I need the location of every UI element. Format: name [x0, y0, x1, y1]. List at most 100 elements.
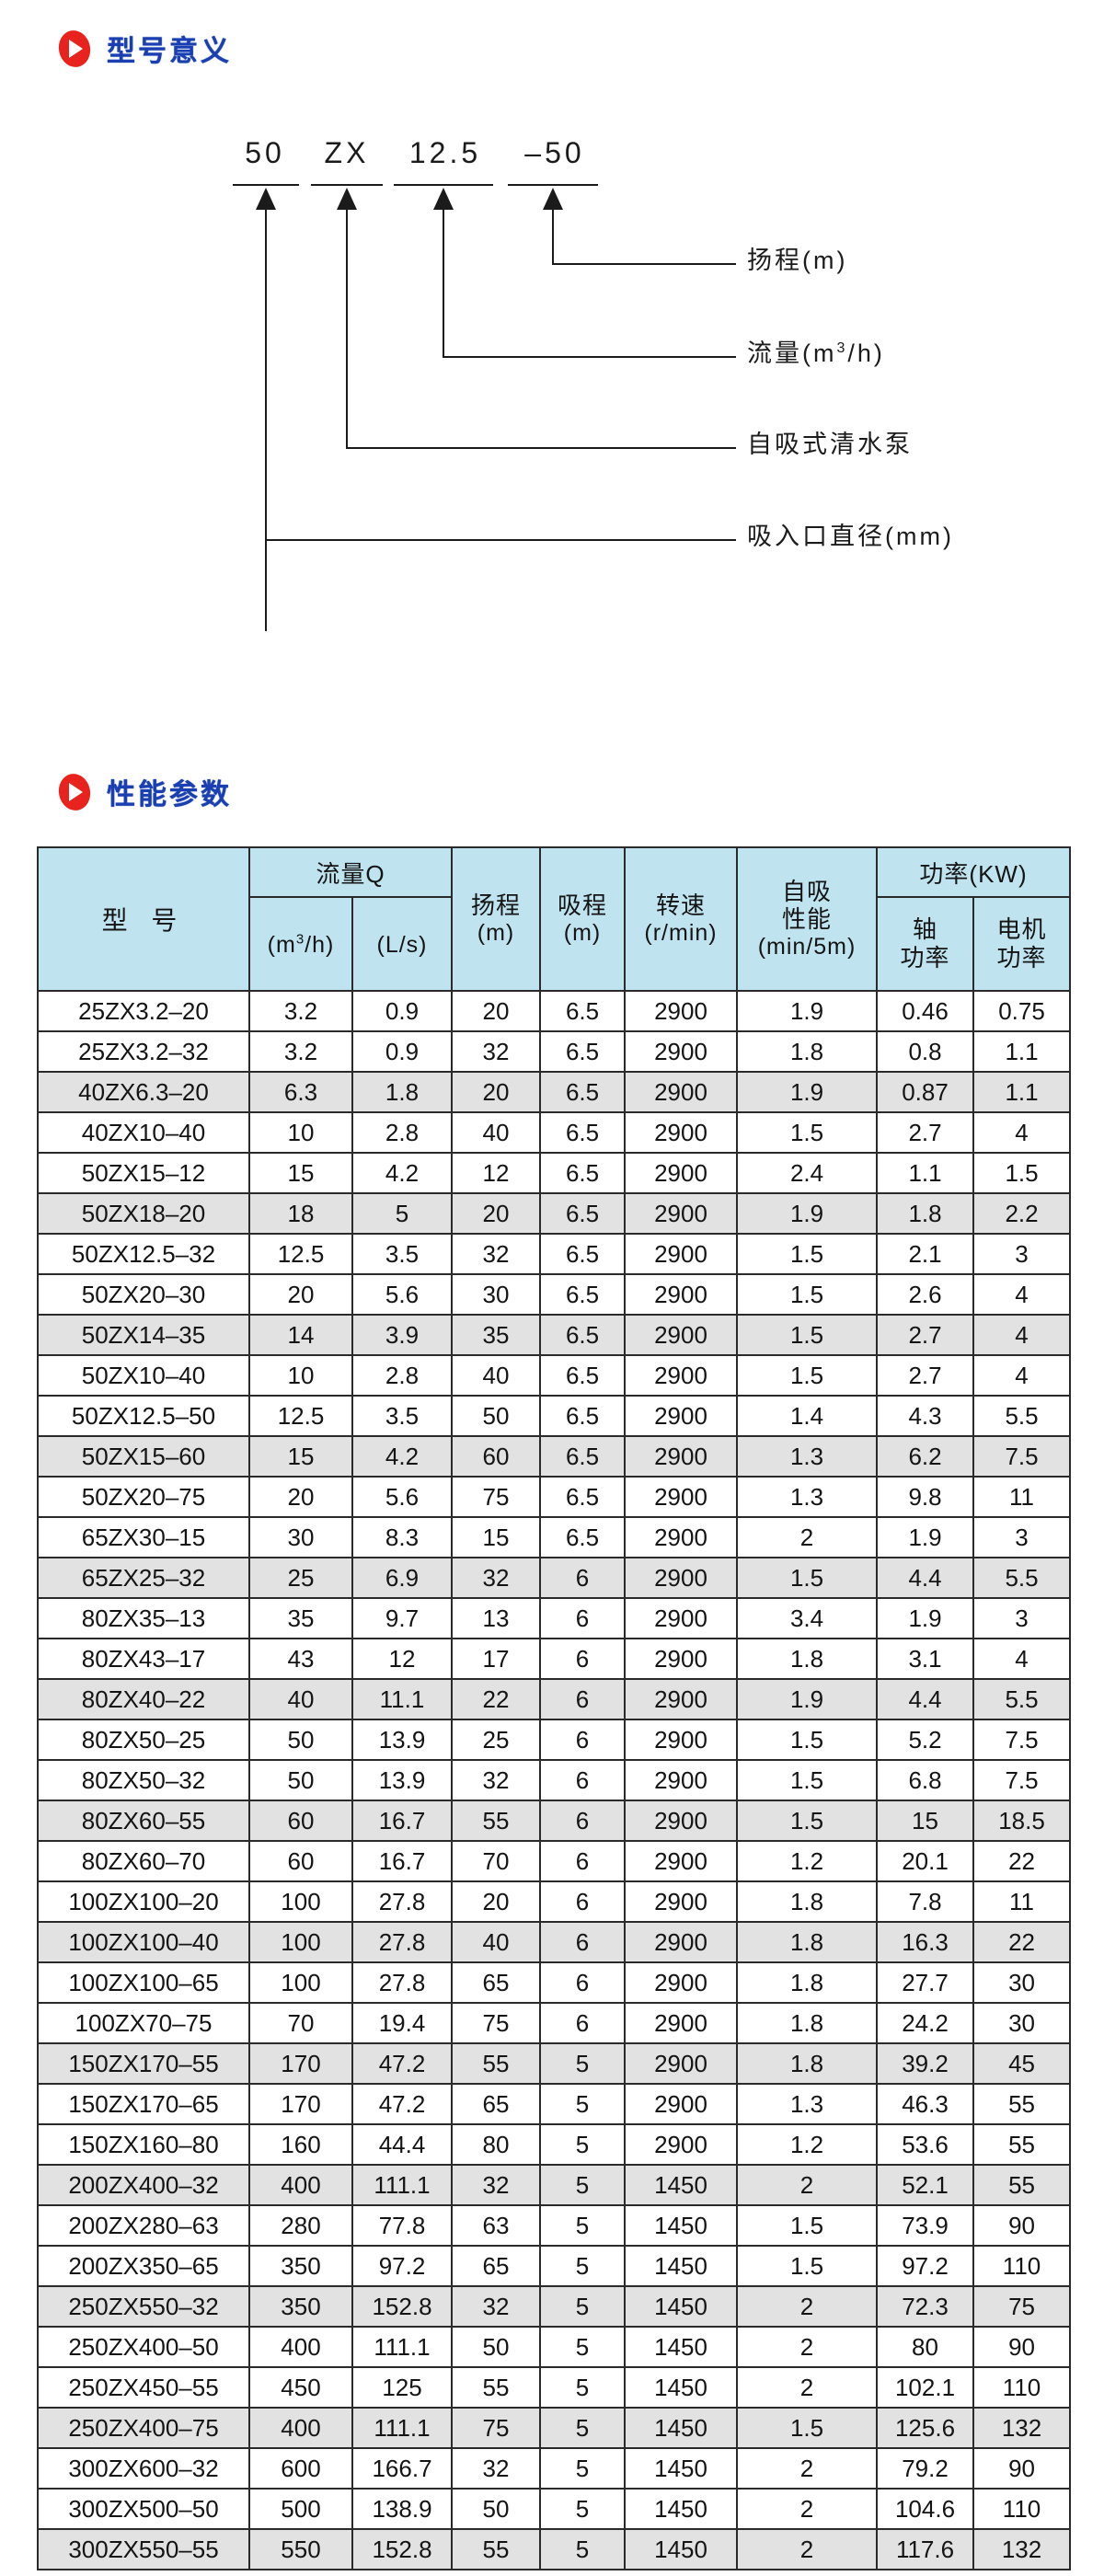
cell-flow-m3h: 60	[248, 1840, 353, 1882]
cell-selfprime: 1.5	[736, 1719, 879, 1761]
leader-label-flow-sup: 3	[836, 340, 848, 356]
cell-head: 63	[451, 2204, 542, 2247]
table-row: 250ZX400–75 400 111.1 75 5 1450 1.5 125.6 132	[37, 2407, 1072, 2449]
cell-shaft-power: 16.3	[876, 1921, 975, 1963]
table-row: 50ZX12.5–32 12.5 3.5 32 6.5 2900 1.5 2.1 3	[37, 1233, 1072, 1275]
table-row: 100ZX100–20 100 27.8 20 6 2900 1.8 7.8 11	[37, 1880, 1072, 1923]
cell-suction: 6	[539, 1638, 627, 1680]
header-flow-group: 流量Q	[247, 846, 454, 898]
cell-suction: 6	[539, 1557, 627, 1599]
cell-suction: 6	[539, 1880, 627, 1923]
cell-flow-ls: 19.4	[351, 2002, 454, 2044]
cell-suction: 6.5	[539, 1030, 627, 1073]
cell-flow-m3h: 280	[248, 2204, 353, 2247]
cell-flow-ls: 5.6	[351, 1476, 454, 1518]
cell-motor-power: 4	[972, 1314, 1072, 1356]
cell-model: 80ZX50–25	[37, 1719, 250, 1761]
cell-flow-ls: 5.6	[351, 1273, 454, 1316]
cell-head: 65	[451, 1961, 542, 2004]
leader-vline-bore	[265, 206, 267, 631]
cell-speed: 2900	[624, 1395, 739, 1437]
table-row: 80ZX40–22 40 11.1 22 6 2900 1.9 4.4 5.5	[37, 1678, 1072, 1720]
cell-shaft-power: 7.8	[876, 1880, 975, 1923]
arrow-head	[543, 188, 563, 210]
cell-head: 22	[451, 1678, 542, 1720]
cell-flow-m3h: 350	[248, 2245, 353, 2287]
cell-selfprime: 2	[736, 2164, 879, 2206]
cell-suction: 5	[539, 2447, 627, 2490]
cell-head: 32	[451, 1759, 542, 1801]
cell-flow-ls: 166.7	[351, 2447, 454, 2490]
table-row: 50ZX20–30 20 5.6 30 6.5 2900 1.5 2.6 4	[37, 1273, 1072, 1316]
arrow-bore	[256, 188, 276, 210]
cell-shaft-power: 1.1	[876, 1152, 975, 1194]
cell-flow-m3h: 30	[248, 1516, 353, 1558]
cell-shaft-power: 2.7	[876, 1354, 975, 1397]
cell-suction: 6	[539, 1840, 627, 1882]
cell-model: 150ZX170–65	[37, 2083, 250, 2125]
cell-model: 50ZX14–35	[37, 1314, 250, 1356]
cell-selfprime: 1.5	[736, 1233, 879, 1275]
cell-flow-m3h: 12.5	[248, 1233, 353, 1275]
cell-selfprime: 1.8	[736, 2002, 879, 2044]
cell-flow-m3h: 400	[248, 2164, 353, 2206]
cell-flow-m3h: 20	[248, 1273, 353, 1316]
cell-selfprime: 1.3	[736, 1435, 879, 1478]
cell-suction: 6.5	[539, 1516, 627, 1558]
cell-speed: 1450	[624, 2204, 739, 2247]
cell-flow-ls: 9.7	[351, 1597, 454, 1639]
model-code-string: 50 ZX 12.5 –50	[225, 138, 608, 167]
cell-model: 50ZX15–12	[37, 1152, 250, 1194]
cell-flow-ls: 111.1	[351, 2326, 454, 2368]
arrow-flow	[433, 188, 454, 210]
cell-model: 80ZX35–13	[37, 1597, 250, 1639]
cell-motor-power: 5.5	[972, 1395, 1072, 1437]
cell-speed: 2900	[624, 1800, 739, 1842]
cell-model: 50ZX10–40	[37, 1354, 250, 1397]
cell-head: 80	[451, 2123, 542, 2166]
cell-speed: 2900	[624, 1152, 739, 1194]
cell-speed: 1450	[624, 2488, 739, 2530]
cell-flow-ls: 47.2	[351, 2083, 454, 2125]
cell-selfprime: 1.8	[736, 1880, 879, 1923]
cell-shaft-power: 15	[876, 1800, 975, 1842]
cell-flow-m3h: 12.5	[248, 1395, 353, 1437]
table-row: 300ZX500–50 500 138.9 50 5 1450 2 104.6 110	[37, 2488, 1072, 2530]
cell-head: 32	[451, 1030, 542, 1073]
cell-flow-m3h: 50	[248, 1719, 353, 1761]
cell-flow-m3h: 550	[248, 2528, 353, 2570]
cell-model: 50ZX15–60	[37, 1435, 250, 1478]
cell-shaft-power: 0.46	[876, 990, 975, 1032]
cell-flow-m3h: 100	[248, 1961, 353, 2004]
cell-shaft-power: 4.3	[876, 1395, 975, 1437]
cell-head: 65	[451, 2083, 542, 2125]
cell-speed: 1450	[624, 2366, 739, 2409]
cell-shaft-power: 125.6	[876, 2407, 975, 2449]
leader-hline-bore	[265, 539, 736, 541]
section-header-performance: 性能参数	[55, 770, 232, 813]
cell-suction: 6.5	[539, 1435, 627, 1478]
cell-motor-power: 45	[972, 2042, 1072, 2085]
table-row: 300ZX550–55 550 152.8 55 5 1450 2 117.6 132	[37, 2528, 1072, 2570]
cell-flow-m3h: 70	[248, 2002, 353, 2044]
cell-flow-ls: 138.9	[351, 2488, 454, 2530]
cell-suction: 6	[539, 2002, 627, 2044]
cell-speed: 2900	[624, 2042, 739, 2085]
header-speed: 转速 (r/min)	[624, 846, 739, 992]
header-head: 扬程 (m)	[451, 846, 542, 992]
cell-flow-m3h: 350	[248, 2285, 353, 2328]
cell-suction: 5	[539, 2123, 627, 2166]
cell-selfprime: 1.9	[736, 990, 879, 1032]
cell-suction: 6	[539, 1759, 627, 1801]
cell-speed: 2900	[624, 1314, 739, 1356]
cell-model: 150ZX160–80	[37, 2123, 250, 2166]
cell-head: 32	[451, 2447, 542, 2490]
cell-flow-m3h: 35	[248, 1597, 353, 1639]
cell-motor-power: 5.5	[972, 1678, 1072, 1720]
cell-selfprime: 1.5	[736, 1314, 879, 1356]
cell-flow-ls: 27.8	[351, 1880, 454, 1923]
cell-motor-power: 55	[972, 2164, 1072, 2206]
cell-model: 50ZX20–75	[37, 1476, 250, 1518]
table-row: 150ZX160–80 160 44.4 80 5 2900 1.2 53.6 55	[37, 2123, 1072, 2166]
cell-motor-power: 1.1	[972, 1071, 1072, 1113]
